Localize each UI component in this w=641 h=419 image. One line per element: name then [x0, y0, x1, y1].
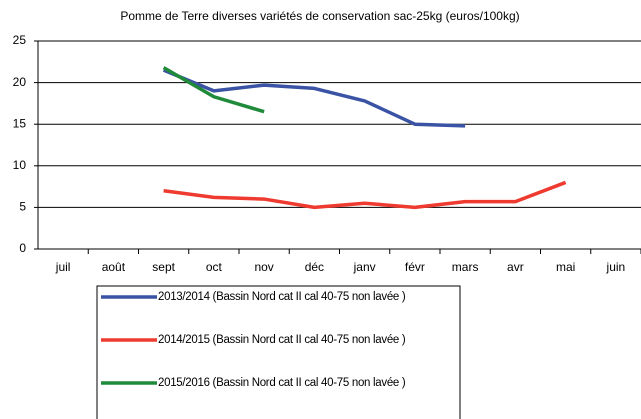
series-line	[162, 68, 466, 128]
x-tick-label: déc	[305, 260, 324, 274]
x-tick-label: oct	[206, 260, 223, 274]
legend: 2013/2014 (Bassin Nord cat II cal 40-75 …	[101, 291, 406, 389]
legend-box	[96, 285, 461, 419]
x-tick-label: août	[102, 260, 126, 274]
x-tick-label: févr	[405, 260, 425, 274]
y-tick-label: 15	[13, 116, 27, 130]
y-tick-label: 5	[19, 200, 26, 214]
legend-label: 2015/2016 (Bassin Nord cat II cal 40-75 …	[158, 377, 406, 389]
y-tick-label: 0	[19, 241, 26, 255]
y-tick-label: 10	[13, 158, 27, 172]
x-tick-label: nov	[254, 260, 273, 274]
x-tick-label: mai	[556, 260, 575, 274]
x-tick-label: janv	[353, 260, 376, 274]
x-tick-label: sept	[152, 260, 175, 274]
x-tick-label: avr	[507, 260, 524, 274]
y-tick-label: 20	[13, 75, 27, 89]
legend-label: 2014/2015 (Bassin Nord cat II cal 40-75 …	[158, 334, 406, 346]
legend-label: 2013/2014 (Bassin Nord cat II cal 40-75 …	[158, 291, 406, 303]
series-line	[163, 180, 567, 210]
chart-title: Pomme de Terre diverses variétés de cons…	[120, 9, 519, 23]
series-line	[162, 66, 265, 114]
y-tick-label: 25	[13, 33, 27, 47]
x-tick-label: mars	[452, 260, 479, 274]
x-tick-label: juin	[606, 260, 626, 274]
x-tick-label: juil	[55, 260, 71, 274]
